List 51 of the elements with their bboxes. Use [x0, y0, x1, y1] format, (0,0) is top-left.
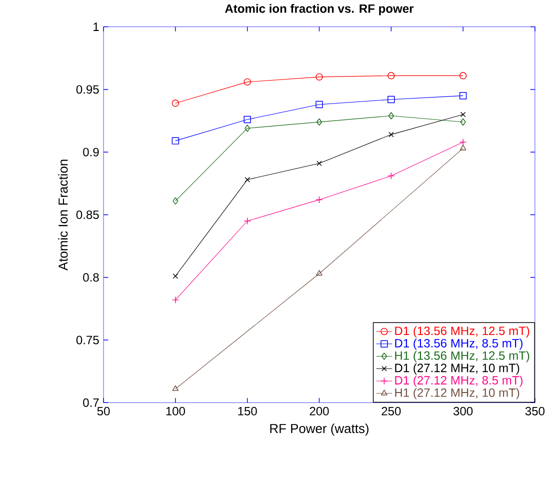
- point: [388, 172, 395, 180]
- point: [244, 116, 251, 124]
- y-tick-label: 0.8: [83, 273, 99, 282]
- x-axis-title: RF Power (watts): [270, 424, 368, 436]
- point: [316, 196, 323, 204]
- point: [460, 118, 466, 126]
- point: [388, 132, 394, 138]
- y-tick-label: 0.7: [83, 398, 99, 408]
- legend-label: D1 (27.12 MHz, 8.5 mT): [395, 376, 522, 388]
- point: [388, 112, 394, 120]
- point: [316, 118, 322, 126]
- point: [316, 101, 323, 108]
- x-tick-label: 100: [166, 407, 186, 416]
- point: [459, 138, 467, 146]
- x-tick-label: 300: [453, 407, 473, 416]
- point: [388, 72, 395, 80]
- point: [172, 100, 180, 108]
- x-tick-label: 250: [382, 407, 401, 416]
- point: [460, 112, 466, 118]
- chart-title: Atomic ion fraction vs. RF power: [225, 4, 414, 16]
- legend-label: H1 (27.12 MHz, 10 mT): [395, 388, 520, 400]
- x-tick-label: 200: [310, 407, 329, 416]
- point: [460, 144, 466, 151]
- point: [459, 92, 467, 100]
- legend-label: D1 (13.56 MHz, 8.5 mT): [395, 338, 522, 350]
- legend-label: D1 (13.56 MHz, 12.5 mT): [395, 326, 530, 338]
- point: [244, 177, 250, 183]
- x-tick-label: 150: [238, 407, 257, 416]
- point: [172, 274, 178, 279]
- point: [172, 385, 179, 392]
- y-tick-label: 0.75: [76, 336, 99, 344]
- legend-label: H1 (13.56 MHz, 12.5 mT): [395, 351, 530, 362]
- point: [316, 74, 323, 81]
- y-axis-title: Atomic Ion Fraction: [58, 160, 68, 271]
- y-tick-label: 0.9: [83, 148, 99, 157]
- y-tick-label: 1: [94, 22, 99, 32]
- x-tick-label: 50: [97, 407, 110, 416]
- point: [244, 124, 250, 132]
- y-tick-label: 0.95: [76, 85, 99, 94]
- point: [244, 78, 251, 86]
- point: [172, 198, 178, 205]
- legend-label: D1 (27.12 MHz, 10 mT): [395, 364, 520, 375]
- point: [172, 137, 180, 145]
- x-tick-label: 350: [525, 407, 545, 416]
- point: [388, 96, 395, 104]
- point: [244, 218, 251, 225]
- point: [316, 270, 322, 276]
- point: [172, 296, 180, 304]
- point: [316, 160, 322, 166]
- point: [459, 72, 467, 80]
- y-tick-label: 0.85: [76, 210, 99, 220]
